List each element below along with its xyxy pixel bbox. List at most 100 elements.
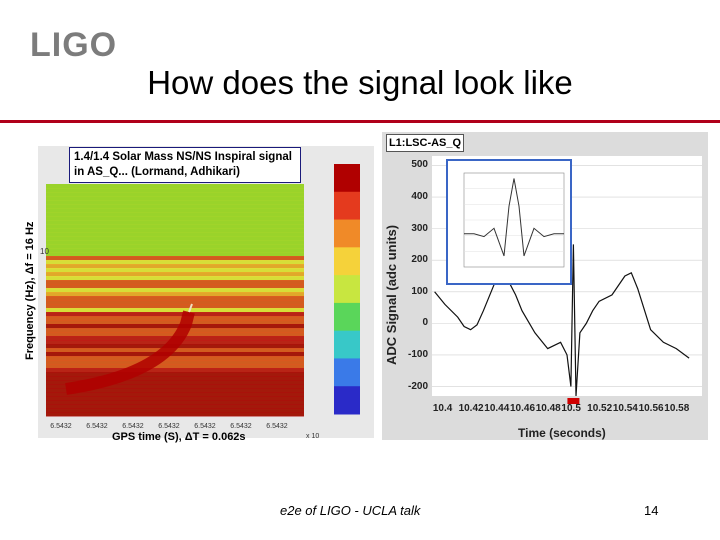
spectrogram-band [46, 264, 304, 269]
spectrogram-band [46, 228, 304, 233]
colorbar-segment [334, 331, 360, 359]
spectrogram-band [46, 220, 304, 225]
spectrogram-band [46, 184, 304, 189]
spectrogram-band [46, 292, 304, 297]
spectrogram-band [46, 328, 304, 333]
spectrogram-band [46, 252, 304, 257]
spectrogram-band [46, 304, 304, 309]
spectrogram-band [46, 236, 304, 241]
spectrogram-band [46, 272, 304, 277]
spectrogram-band [46, 296, 304, 301]
spectrogram-band [46, 204, 304, 209]
spectrogram-x-label: GPS time (S), ΔT = 0.062s [112, 431, 246, 443]
slide-title: How does the signal look like [0, 64, 720, 102]
adc-x-tick: 10.44 [484, 403, 509, 414]
spectrogram-svg: 6.5432 6.5432 6.5432 6.5432 6.5432 6.5432 6.54… [38, 146, 374, 438]
adc-y-tick: 300 [400, 223, 428, 234]
spectrogram-band [46, 216, 304, 221]
spectrogram-x-tick: 6.5432 [122, 423, 144, 430]
spectrogram-band [46, 396, 304, 401]
spectrogram-x-tick: 6.5432 [194, 423, 216, 430]
colorbar-segment [334, 386, 360, 414]
page-number: 14 [644, 503, 658, 518]
spectrogram-band [46, 368, 304, 373]
spectrogram-x-tick: 6.5432 [230, 423, 252, 430]
spectrogram-band [46, 224, 304, 229]
spectrogram-band [46, 276, 304, 281]
spectrogram-band [46, 312, 304, 317]
ligo-logo: LIGO [30, 26, 117, 65]
adc-x-tick: 10.56 [639, 403, 664, 414]
spectrogram-band [46, 248, 304, 253]
spectrogram-panel: 6.5432 6.5432 6.5432 6.5432 6.5432 6.5432 6.54… [38, 146, 374, 438]
spectrogram-band [46, 232, 304, 237]
spectrogram-caption: 1.4/1.4 Solar Mass NS/NS Inspiral signal… [69, 147, 301, 183]
colorbar-segment [334, 220, 360, 248]
spectrogram-band [46, 244, 304, 249]
spectrogram-band [46, 208, 304, 213]
adc-y-tick: -100 [400, 349, 428, 360]
title-divider [0, 120, 720, 123]
spectrogram-band [46, 404, 304, 409]
spectrogram-x-tick: 6.5432 [158, 423, 180, 430]
spectrogram-band [46, 256, 304, 261]
colorbar-segment [334, 192, 360, 220]
spectrogram-band [46, 196, 304, 201]
colorbar-segment [334, 358, 360, 386]
spectrogram-band [46, 364, 304, 369]
spectrogram-band [46, 300, 304, 305]
spectrogram-band [46, 392, 304, 397]
spectrogram-band [46, 352, 304, 357]
spectrogram-band [46, 360, 304, 365]
spectrogram-band [46, 280, 304, 285]
colorbar-segment [334, 164, 360, 192]
spectrogram-band [46, 316, 304, 321]
adc-y-tick: 200 [400, 254, 428, 265]
colorbar-segment [334, 275, 360, 303]
adc-y-tick: 400 [400, 191, 428, 202]
spectrogram-band [46, 284, 304, 289]
spectrogram-band [46, 308, 304, 313]
spectrogram-band [46, 324, 304, 329]
spectrogram-y-label: Frequency (Hz), Δf = 16 Hz [24, 222, 36, 360]
spectrogram-band [46, 288, 304, 293]
spectrogram-y-tick: 10 [40, 247, 49, 256]
adc-x-tick: 10.4 [433, 403, 452, 414]
adc-y-tick: -200 [400, 381, 428, 392]
spectrogram-band [46, 400, 304, 405]
spectrogram-band [46, 188, 304, 193]
spectrogram-band [46, 320, 304, 325]
spectrogram-x-exponent: x 10 [306, 433, 319, 438]
adc-y-tick: 0 [400, 317, 428, 328]
colorbar-segment [334, 303, 360, 331]
adc-x-tick: 10.58 [664, 403, 689, 414]
spectrogram-x-tick: 6.5432 [86, 423, 108, 430]
adc-y-tick: 500 [400, 159, 428, 170]
spectrogram-band [46, 192, 304, 197]
spectrogram-x-tick: 6.5432 [50, 423, 72, 430]
adc-x-tick: 10.48 [536, 403, 561, 414]
adc-x-label: Time (seconds) [518, 426, 606, 440]
spectrogram-band [46, 268, 304, 273]
footer-talk: e2e of LIGO - UCLA talk [280, 503, 420, 518]
channel-label: L1:LSC-AS_Q [386, 134, 464, 152]
inset-svg [448, 161, 570, 283]
adc-y-tick: 100 [400, 286, 428, 297]
adc-y-label: ADC Signal (adc units) [384, 225, 399, 365]
spectrogram-band [46, 356, 304, 361]
spectrogram-x-tick: 6.5432 [266, 423, 288, 430]
spectrogram-band [46, 260, 304, 265]
spectrogram-band [46, 372, 304, 377]
inset-plot [446, 159, 572, 285]
adc-x-tick: 10.52 [587, 403, 612, 414]
adc-x-tick: 10.42 [459, 403, 484, 414]
spectrogram-band [46, 212, 304, 217]
adc-x-tick: 10.5 [561, 403, 580, 414]
colorbar-segment [334, 247, 360, 275]
adc-x-tick: 10.54 [613, 403, 638, 414]
spectrogram-band [46, 200, 304, 205]
adc-x-tick: 10.46 [510, 403, 535, 414]
spectrogram-band [46, 240, 304, 245]
spectrogram-band [46, 412, 304, 417]
spectrogram-band [46, 408, 304, 413]
